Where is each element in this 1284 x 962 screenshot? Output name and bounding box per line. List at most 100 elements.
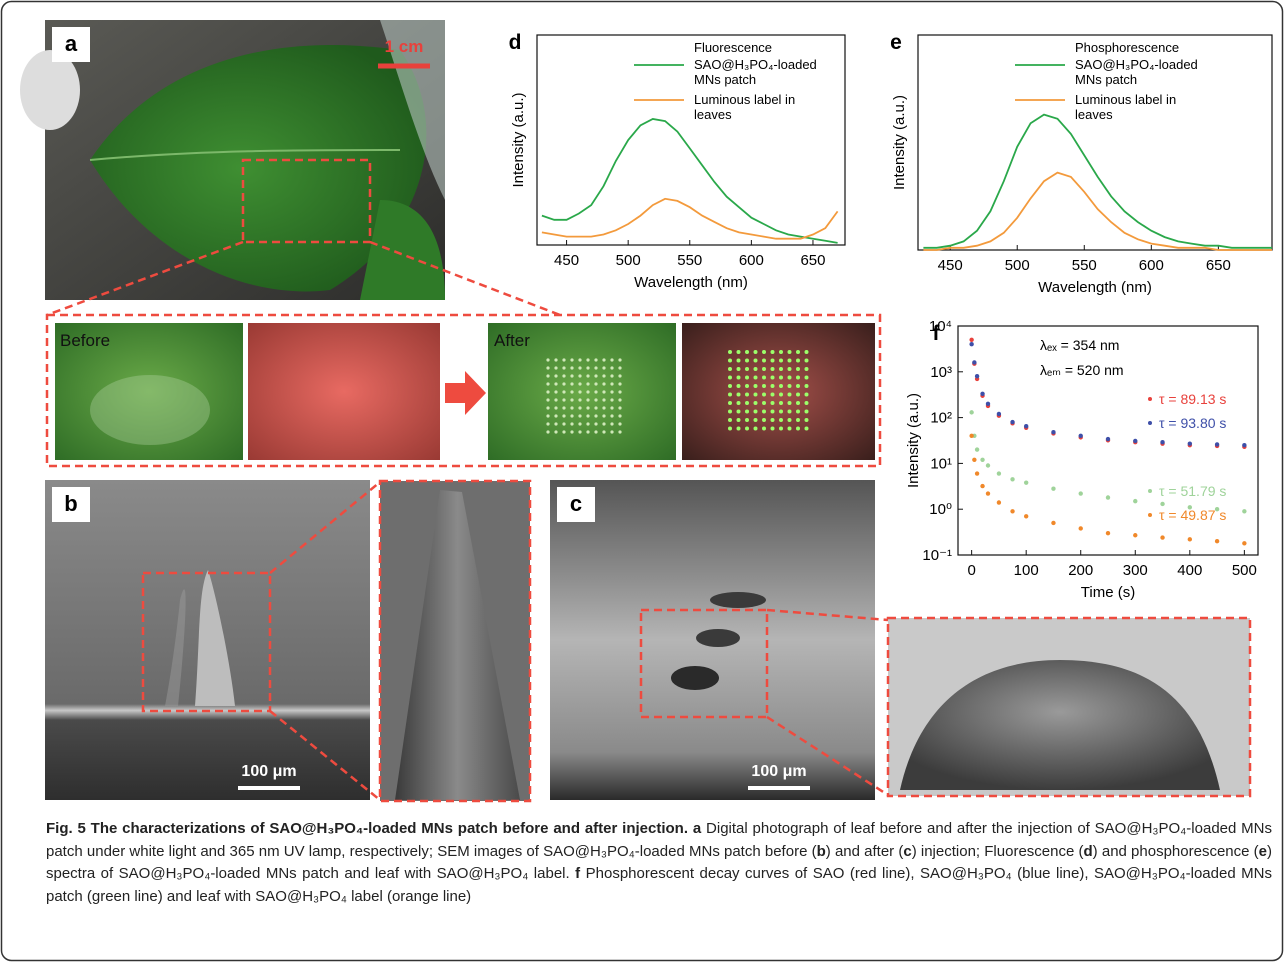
needle-dot bbox=[562, 406, 565, 409]
decay-point bbox=[1215, 539, 1219, 543]
x-tick-label: 500 bbox=[1232, 562, 1257, 579]
glow-dot bbox=[779, 401, 783, 405]
needle-dot bbox=[546, 430, 549, 433]
glow-dot bbox=[771, 350, 775, 354]
strip-label: Before bbox=[60, 331, 110, 350]
needle-dot bbox=[578, 366, 581, 369]
annotation: λₑₓ = 354 nm bbox=[1040, 337, 1119, 353]
decay-point bbox=[1133, 439, 1137, 443]
needle-dot bbox=[562, 414, 565, 417]
glow-dot bbox=[737, 350, 741, 354]
caption-text: c bbox=[903, 843, 911, 860]
glow-dot bbox=[754, 376, 758, 380]
needle-dot bbox=[610, 374, 613, 377]
needle-dot bbox=[586, 374, 589, 377]
decay-point bbox=[1010, 509, 1014, 513]
glow-dot bbox=[728, 359, 732, 363]
caption: Fig. 5 The characterizations of SAO@H₃PO… bbox=[46, 818, 1272, 908]
decay-point bbox=[975, 447, 979, 451]
decay-point bbox=[1242, 541, 1246, 545]
glow-dot bbox=[728, 367, 732, 371]
needle-dot bbox=[554, 414, 557, 417]
glow-dot bbox=[805, 350, 809, 354]
scale-label: 100 μm bbox=[241, 763, 296, 780]
glow-dot bbox=[728, 376, 732, 380]
legend-label: Luminous label in leaves bbox=[694, 92, 799, 122]
needle-dot bbox=[594, 406, 597, 409]
needle-dot bbox=[586, 390, 589, 393]
decay-point bbox=[1160, 502, 1164, 506]
glow-dot bbox=[796, 418, 800, 422]
panel-label: d bbox=[509, 31, 522, 54]
legend-marker bbox=[1148, 397, 1152, 401]
needle-dot bbox=[602, 358, 605, 361]
glow-dot bbox=[737, 418, 741, 422]
legend-title: Fluorescence bbox=[694, 40, 772, 55]
glow-dot bbox=[771, 367, 775, 371]
needle-dot bbox=[546, 414, 549, 417]
glow-dot bbox=[771, 410, 775, 414]
glow-dot bbox=[805, 410, 809, 414]
glow-dot bbox=[754, 350, 758, 354]
x-tick-label: 500 bbox=[1005, 257, 1030, 274]
glow-dot bbox=[796, 376, 800, 380]
legend-marker bbox=[1148, 421, 1152, 425]
glow-dot bbox=[788, 367, 792, 371]
decay-point bbox=[1079, 491, 1083, 495]
needle-dot bbox=[602, 390, 605, 393]
needle-dot bbox=[562, 422, 565, 425]
needle-dot bbox=[562, 382, 565, 385]
decay-point bbox=[986, 463, 990, 467]
legend-marker bbox=[1148, 513, 1152, 517]
y-tick-label: 10⁻¹ bbox=[922, 547, 952, 564]
glow-dot bbox=[788, 350, 792, 354]
caption-text: Fig. 5 The characterizations of SAO@H₃PO… bbox=[46, 820, 701, 837]
decay-point bbox=[975, 374, 979, 378]
glow-dot bbox=[771, 401, 775, 405]
needle-dot bbox=[594, 430, 597, 433]
glow-dot bbox=[728, 393, 732, 397]
x-axis-label: Wavelength (nm) bbox=[634, 274, 748, 291]
needle-dot bbox=[618, 422, 621, 425]
decay-point bbox=[1242, 509, 1246, 513]
glow-dot bbox=[745, 384, 749, 388]
decay-point bbox=[1188, 537, 1192, 541]
needle-dot bbox=[578, 430, 581, 433]
glow-dot bbox=[805, 427, 809, 431]
glow-dot bbox=[762, 393, 766, 397]
glow-dot bbox=[754, 359, 758, 363]
x-tick-label: 600 bbox=[739, 252, 764, 269]
glow-dot bbox=[737, 376, 741, 380]
needle-dot bbox=[554, 398, 557, 401]
needle-dot bbox=[562, 430, 565, 433]
annotation: λₑₘ = 520 nm bbox=[1040, 362, 1124, 378]
glow-dot bbox=[737, 410, 741, 414]
glow-dot bbox=[788, 359, 792, 363]
glow-dot bbox=[762, 367, 766, 371]
x-tick-label: 200 bbox=[1068, 562, 1093, 579]
needle-dot bbox=[594, 422, 597, 425]
strip-label: After bbox=[494, 331, 530, 350]
x-tick-label: 550 bbox=[1072, 257, 1097, 274]
decay-point bbox=[1188, 441, 1192, 445]
glow-dot bbox=[762, 384, 766, 388]
caption-text: e bbox=[1259, 843, 1267, 860]
photo-c bbox=[550, 480, 1250, 800]
decay-point bbox=[1242, 443, 1246, 447]
legend-label: τ = 49.87 s bbox=[1159, 507, 1226, 523]
glow-dot bbox=[745, 350, 749, 354]
glow-dot bbox=[728, 350, 732, 354]
legend-marker bbox=[1148, 489, 1152, 493]
glow-dot bbox=[788, 376, 792, 380]
decay-point bbox=[969, 434, 973, 438]
spectrum-line bbox=[542, 199, 838, 239]
glow-dot bbox=[779, 350, 783, 354]
needle-dot bbox=[594, 374, 597, 377]
needle-dot bbox=[618, 406, 621, 409]
photo-a bbox=[20, 20, 445, 300]
glow-dot bbox=[762, 401, 766, 405]
glow-dot bbox=[796, 359, 800, 363]
glow-dot bbox=[805, 384, 809, 388]
needle-dot bbox=[610, 430, 613, 433]
legend-label: τ = 93.80 s bbox=[1159, 415, 1226, 431]
